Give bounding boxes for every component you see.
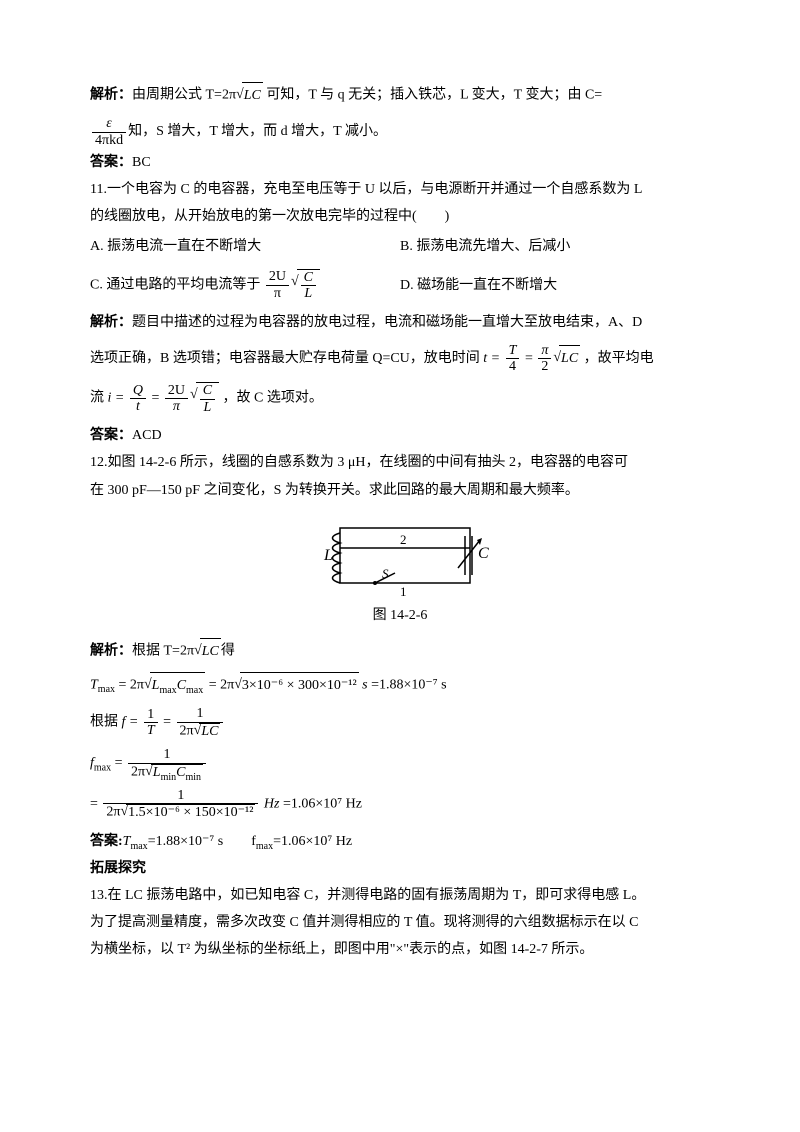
f-eq: 根据 f = 1T = 12π√LC [90, 706, 710, 739]
opt-a: A. 振荡电流一直在不断增大 [90, 234, 400, 259]
expand-heading: 拓展探究 [90, 856, 710, 881]
fraction: ε 4πkd [92, 116, 126, 148]
label-2: 2 [400, 532, 407, 547]
opt-b: B. 振荡电流先增大、后减小 [400, 234, 710, 259]
opt-d: D. 磁场能一直在不断增大 [400, 273, 710, 298]
q13-l3: 为横坐标，以 T² 为纵坐标的坐标纸上，即图中用"×"表示的点，如图 14-2-… [90, 937, 710, 962]
text: 可知，T 与 q 无关；插入铁芯，L 变大，T 变大；由 C= [263, 87, 602, 102]
fraction: 2U π [266, 269, 289, 301]
opt-c: C. 通过电路的平均电流等于 2U π √CL [90, 269, 400, 302]
circuit-diagram: L 2 C S 1 [310, 518, 490, 598]
sol11-l1: 解析：题目中描述的过程为电容器的放电过程，电流和磁场能一直增大至放电结束，A、D [90, 310, 710, 335]
q11-options-2: C. 通过电路的平均电流等于 2U π √CL D. 磁场能一直在不断增大 [90, 267, 710, 304]
answer-value: BC [132, 155, 151, 170]
sol11-l2: 选项正确，B 选项错；电容器最大贮存电荷量 Q=CU，放电时间 t = T4 =… [90, 343, 710, 375]
figure-caption: 图 14-2-6 [90, 603, 710, 628]
answer-line: 答案：BC [90, 150, 710, 175]
text: 知，S 增大，T 增大，而 d 增大，T 减小。 [128, 124, 387, 139]
tmax-eq: Tmax = 2π√LmaxCmax = 2π√3×10⁻⁶ × 300×10⁻… [90, 672, 710, 698]
solution-line2: ε 4πkd 知，S 增大，T 增大，而 d 增大，T 减小。 [90, 116, 710, 148]
q11-stem2: 的线圈放电，从开始放电的第一次放电完毕的过程中( ) [90, 204, 710, 229]
fmax-eq2: = 1 2π√1.5×10⁻⁶ × 150×10⁻¹² Hz =1.06×10⁷… [90, 788, 710, 821]
sqrt: √CL [291, 269, 320, 302]
fmax-eq1: fmax = 1 2π√LminCmin [90, 747, 710, 780]
sol11-l3: 流 i = Qt = 2Uπ√CL ，故 C 选项对。 [90, 382, 710, 415]
text: 由周期公式 T=2π [132, 87, 236, 102]
answer-label: 答案： [90, 155, 132, 170]
label-1: 1 [400, 584, 407, 598]
q11-options: A. 振荡电流一直在不断增大 B. 振荡电流先增大、后减小 [90, 232, 710, 261]
sqrt: √LC [236, 82, 263, 108]
label-S: S [382, 566, 389, 581]
solution-label: 解析： [90, 87, 132, 102]
ans11: 答案：ACD [90, 423, 710, 448]
solution-block: 解析：由周期公式 T=2π√LC 可知，T 与 q 无关；插入铁芯，L 变大，T… [90, 82, 710, 108]
q13-l2: 为了提高测量精度，需多次改变 C 值并测得相应的 T 值。现将测得的六组数据标示… [90, 910, 710, 935]
label-L: L [323, 547, 333, 564]
page: 解析：由周期公式 T=2π√LC 可知，T 与 q 无关；插入铁芯，L 变大，T… [0, 0, 800, 1132]
label-C: C [478, 545, 489, 562]
q12-s2: 在 300 pF—150 pF 之间变化，S 为转换开关。求此回路的最大周期和最… [90, 478, 710, 503]
sol12-l1: 解析：根据 T=2π√LC得 [90, 638, 710, 664]
q11-stem1: 11.一个电容为 C 的电容器，充电至电压等于 U 以后，与电源断开并通过一个自… [90, 177, 710, 202]
q13-l1: 13.在 LC 振荡电路中，如已知电容 C，并测得电路的固有振荡周期为 T，即可… [90, 883, 710, 908]
q12-s1: 12.如图 14-2-6 所示，线圈的自感系数为 3 μH，在线圈的中间有抽头 … [90, 450, 710, 475]
ans12: 答案:Tmax=1.88×10⁻⁷ s fmax=1.06×10⁷ Hz [90, 829, 710, 854]
